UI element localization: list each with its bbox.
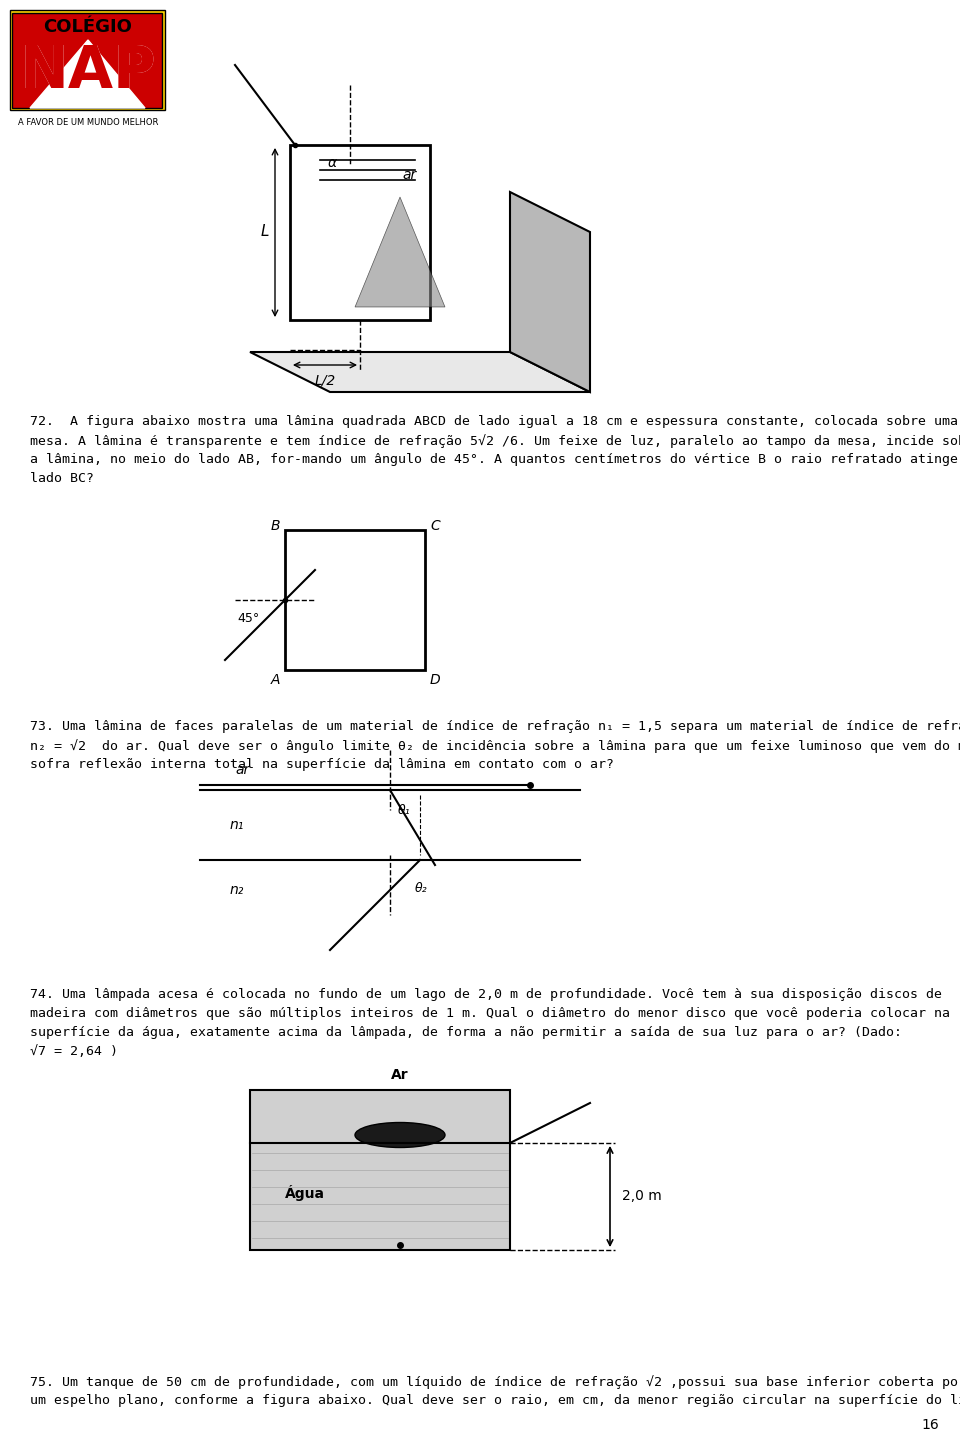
Bar [285,531,425,671]
Ellipse shape [355,1122,445,1148]
Text: 74. Uma lâmpada acesa é colocada no fundo de um lago de 2,0 m de profundidade. V: 74. Uma lâmpada acesa é colocada no fund… [30,988,942,1001]
Bar [250,1090,510,1250]
Polygon shape [250,352,590,392]
Text: NAP: NAP [19,43,156,101]
Text: 73. Uma lâmina de faces paralelas de um material de índice de refração n₁ = 1,5 : 73. Uma lâmina de faces paralelas de um … [30,720,960,733]
Text: A FAVOR DE UM MUNDO MELHOR: A FAVOR DE UM MUNDO MELHOR [18,118,158,127]
Text: α: α [327,156,337,170]
Text: n₂ = √2  do ar. Qual deve ser o ângulo limite θ₂ de incidência sobre a lâmina pa: n₂ = √2 do ar. Qual deve ser o ângulo li… [30,738,960,753]
Text: C: C [430,519,440,534]
Text: L/2: L/2 [314,373,336,386]
Polygon shape [510,192,590,392]
Text: 2,0 m: 2,0 m [622,1190,661,1203]
Text: mesa. A lâmina é transparente e tem índice de refração 5√2 /6. Um feixe de luz, : mesa. A lâmina é transparente e tem índi… [30,434,960,448]
Text: ar: ar [235,763,250,777]
Text: √7 = 2,64 ): √7 = 2,64 ) [30,1045,118,1058]
Text: 72.  A figura abaixo mostra uma lâmina quadrada ABCD de lado igual a 18 cm e esp: 72. A figura abaixo mostra uma lâmina qu… [30,415,958,428]
Text: n₁: n₁ [230,818,245,832]
Text: 45°: 45° [237,611,259,624]
Text: n₂: n₂ [230,883,245,897]
Text: lado BC?: lado BC? [30,472,94,485]
Text: B: B [271,519,280,534]
Text: COLÉGIO: COLÉGIO [43,17,132,36]
Text: superfície da água, exatamente acima da lâmpada, de forma a não permitir a saída: superfície da água, exatamente acima da … [30,1027,902,1040]
Text: sofra reflexão interna total na superfície da lâmina em contato com o ar?: sofra reflexão interna total na superfíc… [30,758,614,771]
Polygon shape [30,40,145,108]
Text: NAP: NAP [19,43,156,101]
Text: A: A [271,673,280,686]
Text: Água: Água [285,1185,325,1201]
Bar [12,13,162,108]
FancyBboxPatch shape [10,10,165,110]
Text: um espelho plano, conforme a figura abaixo. Qual deve ser o raio, em cm, da meno: um espelho plano, conforme a figura abai… [30,1394,960,1407]
Text: L: L [261,225,269,239]
Text: D: D [430,673,441,686]
Polygon shape [355,198,445,307]
Bar [290,146,430,320]
Text: Ar: Ar [391,1069,409,1082]
Text: θ₁: θ₁ [398,803,411,816]
Text: θ₂: θ₂ [415,881,427,894]
Text: 16: 16 [922,1417,939,1432]
Text: ar: ar [403,169,418,182]
Text: 75. Um tanque de 50 cm de profundidade, com um líquido de índice de refração √2 : 75. Um tanque de 50 cm de profundidade, … [30,1376,960,1389]
Text: a lâmina, no meio do lado AB, for-mando um ângulo de 45°. A quantos centímetros : a lâmina, no meio do lado AB, for-mando … [30,453,960,466]
Text: madeira com diâmetros que são múltiplos inteiros de 1 m. Qual o diâmetro do meno: madeira com diâmetros que são múltiplos … [30,1007,950,1019]
